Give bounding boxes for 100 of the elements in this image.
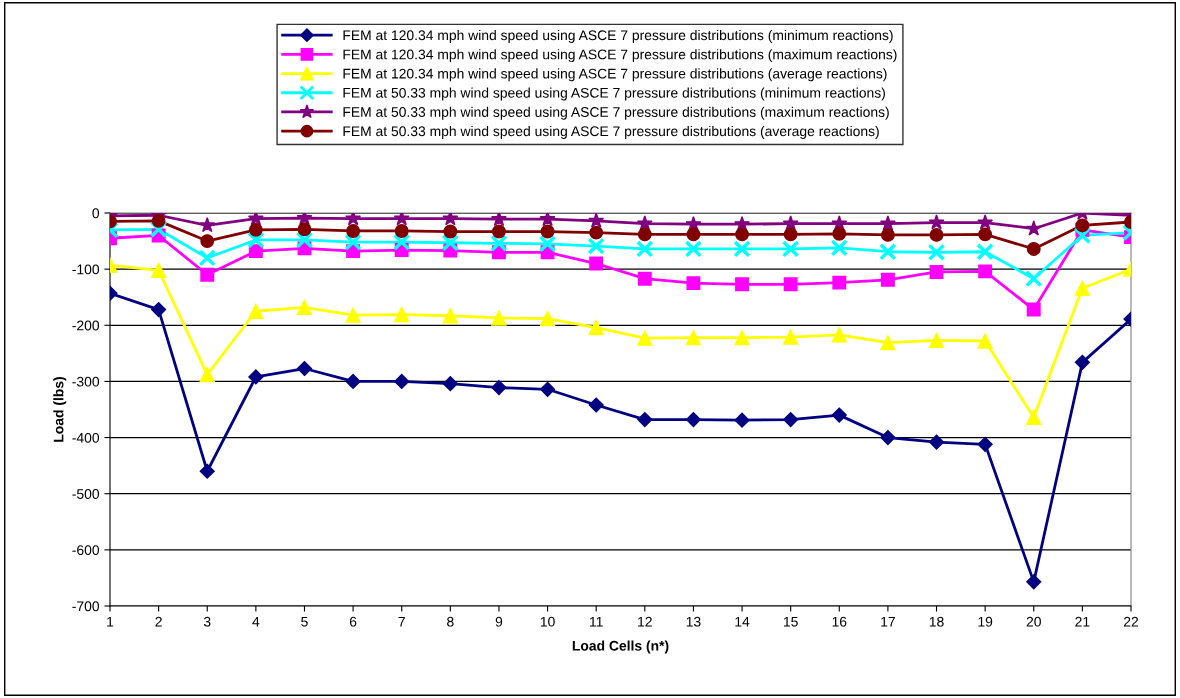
point <box>296 360 313 377</box>
point <box>394 306 410 323</box>
point <box>978 264 993 279</box>
point <box>1026 241 1041 256</box>
point <box>200 267 215 282</box>
y-tick-label: 0 <box>92 208 100 219</box>
x-tick-label: 17 <box>881 616 895 627</box>
point <box>783 329 799 345</box>
point <box>490 234 508 252</box>
point <box>880 227 895 242</box>
point <box>540 381 556 397</box>
x-tick-label: 20 <box>1026 616 1041 627</box>
legend-label: FEM at 50.33 mph wind speed using ASCE 7 pressure distributions (maximum reactions) <box>343 106 889 120</box>
point <box>686 276 701 291</box>
x-axis-title: Load Cells (n*) <box>572 640 669 654</box>
point <box>247 213 264 226</box>
point <box>929 265 944 279</box>
point <box>880 335 896 351</box>
point <box>200 234 215 249</box>
point <box>150 262 167 278</box>
legend-label: FEM at 120.34 mph wind speed using ASCE 7 pressure distributions (average reactions) <box>343 68 887 82</box>
point <box>637 271 652 286</box>
point <box>783 277 798 292</box>
point <box>296 213 313 225</box>
y-tick-label: -200 <box>72 320 100 331</box>
x-tick-label: 13 <box>686 616 701 627</box>
point <box>1074 280 1091 296</box>
x-tick-label: 21 <box>1075 616 1090 627</box>
point <box>539 213 556 227</box>
point <box>832 226 847 241</box>
x-tick-label: 18 <box>929 616 944 627</box>
x-tick-label: 9 <box>495 616 503 627</box>
point <box>199 463 215 479</box>
point <box>734 329 750 346</box>
point <box>539 310 556 327</box>
x-tick-label: 8 <box>447 616 454 627</box>
point <box>783 227 798 242</box>
legend-label: FEM at 120.34 mph wind speed using ASCE 7 pressure distributions (maximum reactions) <box>343 49 897 63</box>
point <box>735 277 749 292</box>
point <box>248 222 263 237</box>
point <box>346 224 361 238</box>
point <box>977 436 993 452</box>
point <box>394 373 410 389</box>
point <box>880 430 896 446</box>
point <box>781 240 800 258</box>
point <box>880 272 895 287</box>
point <box>295 231 314 249</box>
point <box>1026 409 1042 425</box>
x-tick-label: 5 <box>301 616 308 627</box>
point <box>151 213 166 228</box>
point <box>978 227 993 242</box>
point <box>977 214 994 230</box>
point <box>248 303 264 319</box>
point <box>928 434 945 450</box>
point <box>344 233 362 251</box>
y-tick-label: -400 <box>72 432 100 443</box>
point <box>976 243 994 261</box>
point <box>149 220 168 238</box>
point <box>345 307 361 323</box>
point <box>588 319 604 336</box>
point <box>928 332 945 349</box>
point <box>345 373 361 389</box>
point <box>296 299 313 315</box>
point <box>927 243 946 261</box>
point <box>684 240 703 258</box>
x-tick-label: 3 <box>203 616 211 627</box>
point <box>1026 574 1042 590</box>
point <box>247 231 265 249</box>
point <box>1026 302 1041 317</box>
x-tick-label: 10 <box>540 616 555 627</box>
point <box>589 225 604 240</box>
point <box>830 239 848 257</box>
x-tick-label: 22 <box>1123 616 1139 627</box>
legend-label: FEM at 120.34 mph wind speed using ASCE 7 pressure distributions (minimum reactions) <box>343 29 893 43</box>
y-tick-label: -500 <box>72 489 100 499</box>
point <box>394 224 409 238</box>
point <box>686 227 701 242</box>
point <box>735 227 749 242</box>
x-tick-label: 7 <box>398 616 405 627</box>
point <box>199 217 216 233</box>
point <box>734 412 750 428</box>
point <box>248 369 264 385</box>
legend-label: FEM at 50.33 mph wind speed using ASCE 7 pressure distributions (minimum reactions) <box>343 87 885 101</box>
point <box>831 327 847 343</box>
x-tick-label: 6 <box>349 616 357 627</box>
x-tick-label: 4 <box>252 616 260 627</box>
y-tick-label: -100 <box>72 264 100 275</box>
point <box>929 227 944 242</box>
point <box>977 333 993 349</box>
point <box>1073 226 1092 245</box>
point <box>393 213 410 226</box>
point <box>490 213 507 227</box>
point <box>1025 220 1042 236</box>
point <box>1074 354 1090 370</box>
point <box>685 412 701 428</box>
point <box>831 407 847 423</box>
point <box>442 376 458 392</box>
point <box>783 412 799 428</box>
legend-label: FEM at 50.33 mph wind speed using ASCE 7 pressure distributions (average reactions) <box>343 125 879 139</box>
x-tick-label: 14 <box>735 616 750 627</box>
